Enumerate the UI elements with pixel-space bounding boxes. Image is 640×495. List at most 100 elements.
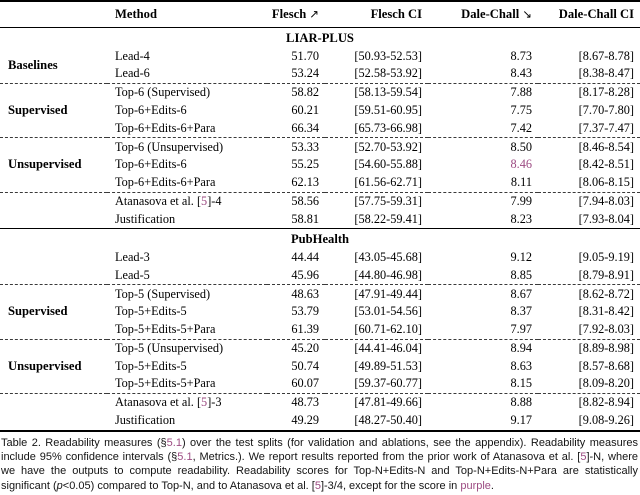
flesch-value: 62.13 xyxy=(291,175,319,190)
method-cell: Top-6 (Unsupervised) xyxy=(107,137,267,157)
dale-chall-value: 8.85 xyxy=(510,267,532,282)
column-header-flesch-ci: Flesch CI xyxy=(325,1,428,28)
method-cell: Lead-3 xyxy=(115,250,150,264)
method-cell: Top-5+Edits-5 xyxy=(115,358,187,373)
dale-chall-value: 8.43 xyxy=(510,66,532,81)
dale-chall-ci: [8.62-8.72] xyxy=(538,284,640,304)
table-row: Supervised Top-5 (Supervised) 48.63 [47.… xyxy=(0,284,640,340)
section-title-pubhealth: PubHealth xyxy=(0,228,640,249)
dale-chall-ci: [8.17-8.28] xyxy=(538,83,640,102)
dale-chall-ci: [9.05-9.19] xyxy=(578,250,634,264)
method-text: Atanasova et al. [ xyxy=(115,395,202,410)
flesch-value: 48.73 xyxy=(267,393,325,412)
method-cell: Top-5+Edits-5+Para xyxy=(115,376,216,391)
method-cell: Top-5+Edits-5+Para xyxy=(115,322,216,337)
dale-chall-ci: [8.42-8.51] xyxy=(578,157,634,172)
citation-link[interactable]: 5 xyxy=(314,479,321,492)
table-row: Justification 49.29 [48.27-50.40] 9.17 [… xyxy=(0,412,640,431)
flesch-ci: [53.01-54.56] xyxy=(354,304,422,319)
citation-link[interactable]: 5 xyxy=(201,395,208,410)
dale-chall-ci: [8.46-8.54] xyxy=(538,137,640,157)
flesch-ci: [44.80-46.98] xyxy=(354,267,422,282)
flesch-value: 51.70 xyxy=(291,48,319,63)
table-row: Atanasova et al. [5]-4 58.56 [57.75-59.3… xyxy=(0,191,640,229)
dale-chall-ci: [7.94-8.03] xyxy=(538,191,640,211)
method-cell: Top-6+Edits-6 xyxy=(115,103,187,118)
section-ref[interactable]: 5.1 xyxy=(177,450,193,463)
flesch-value: 48.63 xyxy=(267,284,325,304)
flesch-ci: [54.60-55.88] xyxy=(354,157,422,172)
citation-link[interactable]: 5 xyxy=(580,450,587,463)
flesch-ci: [59.37-60.77] xyxy=(354,376,422,391)
dale-chall-ci: [9.08-9.26] xyxy=(578,413,634,428)
caption-text-italic-p: p xyxy=(56,479,63,492)
table-row: Top-5+Edits-5 50.74 [49.89-51.53] 8.63 [… xyxy=(0,358,640,376)
dale-chall-value: 9.12 xyxy=(510,250,532,264)
group-label xyxy=(0,249,107,285)
flesch-value: 60.07 xyxy=(291,376,319,391)
flesch-value: 45.20 xyxy=(267,338,325,358)
dale-chall-ci: [8.38-8.47] xyxy=(578,66,634,81)
dale-chall-value: 7.75 xyxy=(510,103,532,118)
caption-purple-word: purple xyxy=(460,479,491,492)
flesch-ci: [58.22-59.41] xyxy=(354,211,422,226)
table-row: Top-5+Edits-5+Para 60.07 [59.37-60.77] 8… xyxy=(0,375,640,393)
flesch-ci: [52.58-53.92] xyxy=(354,66,422,81)
dale-chall-value: 7.97 xyxy=(510,322,532,337)
method-cell: Justification xyxy=(115,413,176,428)
table-row: Lead-5 45.96 [44.80-46.98] 8.85 [8.79-8.… xyxy=(0,267,640,285)
citation-link[interactable]: 5 xyxy=(201,193,208,208)
method-cell: Lead-5 xyxy=(115,267,150,282)
table-row: Top-6+Edits-6 55.25 [54.60-55.88] 8.46 [… xyxy=(0,156,640,174)
flesch-value: 58.81 xyxy=(291,211,319,226)
dale-chall-ci: [8.67-8.78] xyxy=(578,48,634,63)
flesch-value: 53.24 xyxy=(291,66,319,81)
flesch-ci: [50.93-52.53] xyxy=(354,48,422,63)
section-ref[interactable]: 5.1 xyxy=(166,436,182,449)
caption-text: ) over the test splits (for validation a… xyxy=(1,436,639,463)
method-cell: Top-6+Edits-6 xyxy=(115,157,187,172)
dale-chall-ci: [8.79-8.91] xyxy=(578,267,634,282)
dale-chall-ci: [8.09-8.20] xyxy=(578,376,634,391)
dale-chall-value: 7.99 xyxy=(428,191,538,211)
dale-chall-value: 8.37 xyxy=(510,304,532,319)
dale-chall-ci: [7.37-7.47] xyxy=(578,120,634,135)
group-label: Unsupervised xyxy=(0,338,107,394)
column-header-dale-chall-label: Dale-Chall xyxy=(461,7,520,21)
dale-chall-ci: [7.93-8.04] xyxy=(578,211,634,226)
dale-chall-value: 8.50 xyxy=(428,137,538,157)
dale-chall-value: 7.42 xyxy=(510,120,532,135)
dale-chall-ci: [8.57-8.68] xyxy=(578,358,634,373)
flesch-ci: [47.81-49.66] xyxy=(325,393,428,412)
flesch-ci: [65.73-66.98] xyxy=(354,120,422,135)
caption-text: ]-3/4, except for the score in xyxy=(320,479,461,492)
table-row: Lead-6 53.24 [52.58-53.92] 8.43 [8.38-8.… xyxy=(0,65,640,83)
method-cell: Top-5 (Unsupervised) xyxy=(107,338,267,358)
group-label xyxy=(0,191,107,229)
table-row: Lead-3 44.44 [43.05-45.68] 9.12 [9.05-9.… xyxy=(0,249,640,267)
table-row: Top-6+Edits-6+Para 62.13 [61.56-62.71] 8… xyxy=(0,174,640,192)
caption-text: Table 2. Readability measures (§ xyxy=(1,436,167,449)
flesch-ci: [44.41-46.04] xyxy=(325,338,428,358)
readability-table: Method Flesch ↗ Flesch CI Dale-Chall ↘ D… xyxy=(0,0,640,432)
flesch-value: 58.56 xyxy=(267,191,325,211)
table-row: Justification 58.81 [58.22-59.41] 8.23 [… xyxy=(0,211,640,229)
table-row: Atanasova et al. [5]-3 48.73 [47.81-49.6… xyxy=(0,393,640,431)
method-cell: Top-5+Edits-5 xyxy=(115,304,187,319)
table-caption: Table 2. Readability measures (§5.1) ove… xyxy=(0,432,640,493)
method-cell: Top-6+Edits-6+Para xyxy=(115,175,216,190)
dale-chall-value: 8.94 xyxy=(428,338,538,358)
dale-chall-value: 8.15 xyxy=(510,376,532,391)
dale-chall-ci: [7.70-7.80] xyxy=(578,103,634,118)
dale-chall-value-highlighted: 8.46 xyxy=(510,157,532,172)
table-row: Top-5+Edits-5 53.79 [53.01-54.56] 8.37 [… xyxy=(0,303,640,321)
column-header-dale-chall: Dale-Chall ↘ xyxy=(428,1,538,28)
flesch-ci: [57.75-59.31] xyxy=(325,191,428,211)
dale-chall-ci: [8.89-8.98] xyxy=(538,338,640,358)
higher-better-arrow-icon: ↗ xyxy=(309,7,319,21)
flesch-ci: [61.56-62.71] xyxy=(354,175,422,190)
group-label: Unsupervised xyxy=(0,137,107,193)
dale-chall-value: 8.73 xyxy=(510,48,532,63)
dale-chall-value: 7.88 xyxy=(428,83,538,102)
